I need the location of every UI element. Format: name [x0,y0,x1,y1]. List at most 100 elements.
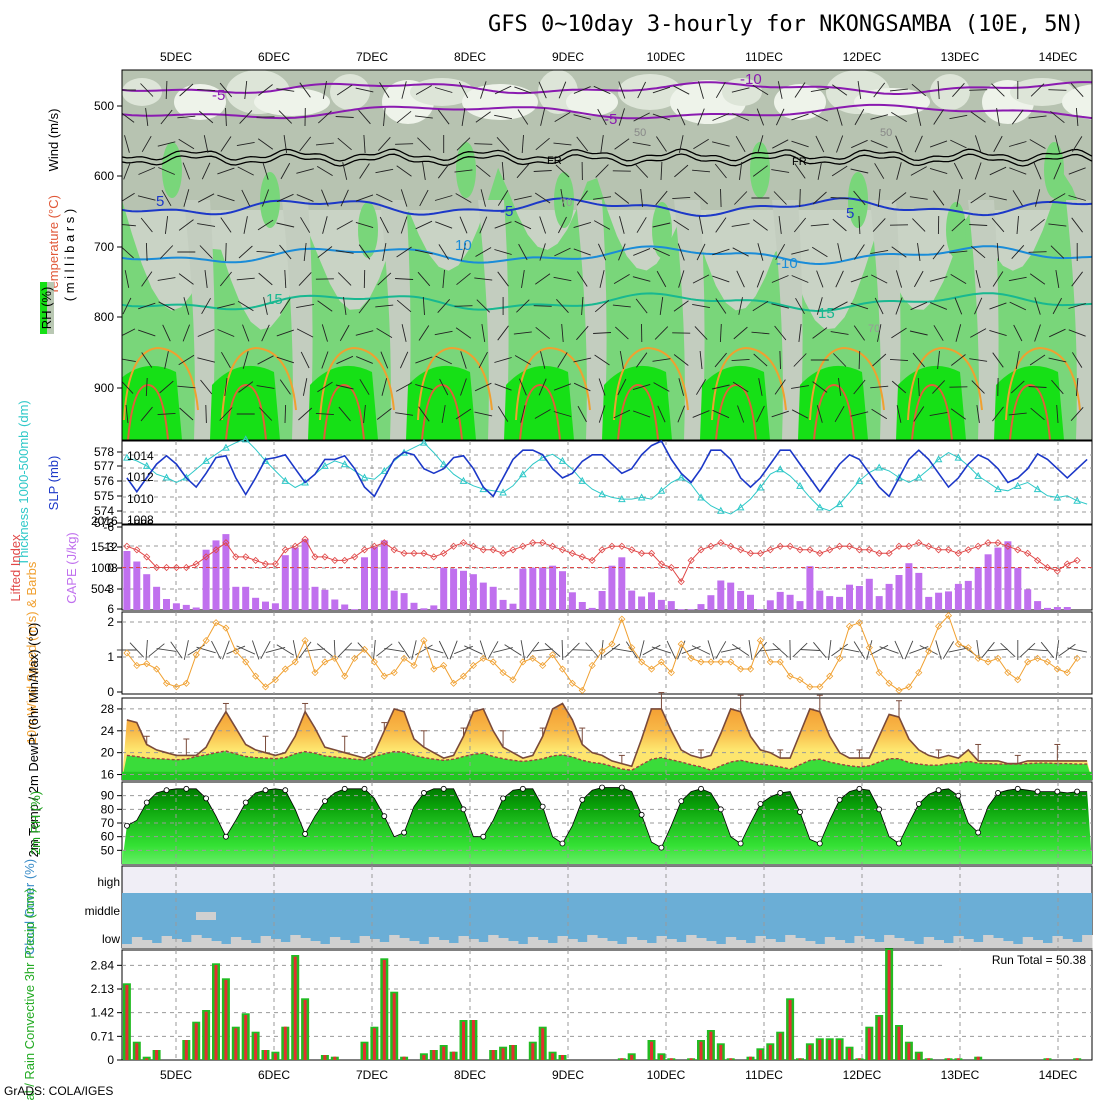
cape-bar [796,601,804,610]
lifted-index-marker [786,542,794,550]
wind-barb [891,327,907,339]
thickness-marker [677,473,686,481]
rh-dry-tongue [1066,200,1092,440]
wind-barb [159,380,174,394]
date-label-bottom: 14DEC [1039,1068,1078,1082]
wind-barb [974,135,982,153]
lifted-index-marker [1014,546,1022,554]
precip-convective-bar [719,1045,723,1060]
wind-barb [415,383,433,391]
wind-barb [696,243,706,261]
wind-barb [203,135,209,153]
lifted-index-marker [657,560,666,568]
lifted-index-marker [232,553,240,561]
wind-barb [415,220,433,230]
wind-barb [653,382,670,392]
wind10m-marker [1043,658,1052,666]
date-labels-bottom: 5DEC 6DEC 7DEC 8DEC 9DEC 10DEC 11DEC 12DEC 13DEC… [160,1068,1078,1082]
rh-patch [1010,78,1074,106]
precip-convective-bar [135,1043,139,1060]
wind-barb [178,354,195,366]
wind-barb [573,114,592,120]
wind-barb [858,350,861,370]
wind-barb [257,138,274,150]
cape-bar [469,574,477,610]
wind-barb [778,216,782,234]
wind10m-marker [707,658,715,666]
cape-bar [1044,607,1051,610]
wind-barb [217,303,235,309]
wind-barb [771,275,789,283]
wind10m-marker [608,640,616,648]
rh-marker [1074,788,1081,795]
cape-bar [628,590,636,610]
contour-20 [711,346,787,421]
rh-patch [462,84,538,120]
cape-bar [826,596,834,610]
wind-barb [455,327,472,339]
cloud-low-bar [913,944,925,948]
tick-label: 1 [107,650,114,664]
wind-barb [693,138,709,150]
precip-convective-bar [947,1058,950,1060]
wind-barb [1029,273,1046,285]
wind-barb [837,243,842,261]
wind-barb-10m [642,644,661,656]
wind-barb [296,303,315,309]
wind-barb [711,384,730,390]
tick-label: 24 [101,724,115,738]
precip-convective-bar [224,980,228,1060]
rh-marker [143,799,150,806]
rh2m-axis-label: 2m RH (%) [28,791,43,855]
cloud-low-bar [814,944,826,948]
rh-moist-cell [652,202,672,258]
lifted-index-marker [964,546,972,554]
thickness-marker [558,456,567,464]
wind-barb-10m [292,640,298,660]
wind-barb-10m [813,642,827,658]
rh-dry-tongue [282,200,313,440]
wind-barb [636,352,648,368]
thickness-marker [657,486,666,494]
tick-label: 2 [107,615,114,629]
cloud-low-bar [399,938,410,948]
wind-barb [752,165,768,177]
wind-barb [573,221,592,229]
rh-marker [995,790,1001,796]
cape-bar [875,596,883,610]
rh-marker [223,833,229,840]
cloud-low-bar [636,940,648,948]
wind-barb [401,324,407,342]
wind10m-marker [351,654,359,662]
wind-barb [954,297,963,315]
precip-convective-bar [838,1040,842,1060]
wind-barb [400,216,408,234]
wind-barb-10m [316,643,333,657]
thickness-marker [875,463,884,471]
wind-barb-10m [493,647,513,653]
wind-barb [157,277,176,281]
cloud-low-bar [517,944,529,948]
tick-label-right: 1008 [91,561,118,575]
wind10m-marker [459,672,468,680]
wind-barb-10m [156,648,177,652]
contour-minus5 [122,103,1092,120]
thickness-marker [776,465,785,473]
rh-moist-cell [358,202,378,258]
wind-barb [418,325,430,341]
wind-barb [145,242,148,262]
lifted-index-marker [845,542,854,550]
wind-barb-10m [298,641,312,659]
wind-barb [161,189,172,207]
wind-barb-10m [853,641,866,659]
wind-barb-10m [651,646,672,654]
wind-barb [916,108,922,126]
lifted-index-marker [459,539,468,547]
tick-label-right: 2016 [91,514,118,528]
tick-label-right: 1014 [127,449,154,463]
wind-barb [377,136,391,152]
cloud-low-bar [577,942,588,948]
rh-marker [420,790,427,796]
cape-bar [786,594,794,610]
rh-marker [460,806,467,813]
